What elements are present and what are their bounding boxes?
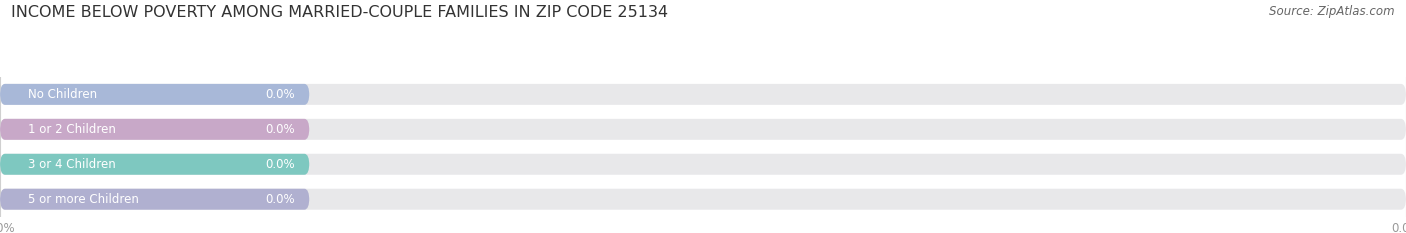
Text: 5 or more Children: 5 or more Children bbox=[28, 193, 139, 206]
Text: 0.0%: 0.0% bbox=[266, 193, 295, 206]
FancyBboxPatch shape bbox=[0, 84, 1406, 105]
FancyBboxPatch shape bbox=[0, 119, 309, 140]
FancyBboxPatch shape bbox=[0, 189, 1406, 210]
Text: 0.0%: 0.0% bbox=[266, 88, 295, 101]
Text: 0.0%: 0.0% bbox=[266, 123, 295, 136]
FancyBboxPatch shape bbox=[0, 154, 1406, 175]
FancyBboxPatch shape bbox=[0, 119, 1406, 140]
FancyBboxPatch shape bbox=[0, 154, 309, 175]
Text: No Children: No Children bbox=[28, 88, 97, 101]
Text: 3 or 4 Children: 3 or 4 Children bbox=[28, 158, 115, 171]
Text: 1 or 2 Children: 1 or 2 Children bbox=[28, 123, 115, 136]
Text: Source: ZipAtlas.com: Source: ZipAtlas.com bbox=[1270, 5, 1395, 18]
Text: INCOME BELOW POVERTY AMONG MARRIED-COUPLE FAMILIES IN ZIP CODE 25134: INCOME BELOW POVERTY AMONG MARRIED-COUPL… bbox=[11, 5, 668, 20]
FancyBboxPatch shape bbox=[0, 84, 309, 105]
Text: 0.0%: 0.0% bbox=[266, 158, 295, 171]
FancyBboxPatch shape bbox=[0, 189, 309, 210]
